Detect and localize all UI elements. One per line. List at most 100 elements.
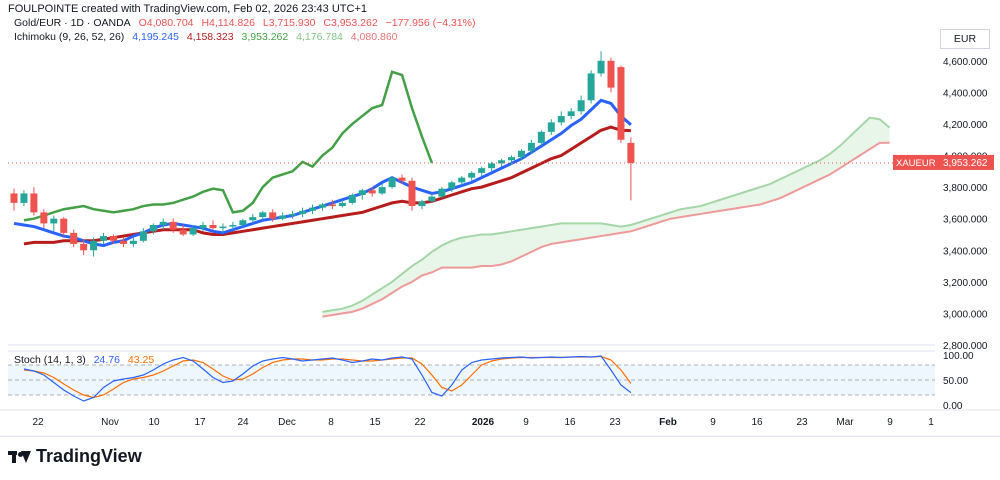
time-axis-label: 10 — [148, 417, 160, 428]
low-value: L3,715.930 — [262, 17, 316, 29]
candle — [547, 122, 555, 132]
time-axis-label: 24 — [237, 417, 249, 428]
candle — [119, 240, 127, 244]
candle — [617, 67, 625, 140]
price-axis-label: 4,200.000 — [943, 120, 988, 131]
change-value: −177.956 (−4.31%) — [385, 17, 476, 29]
candle — [289, 213, 297, 216]
stoch-d-value: 43.25 — [127, 354, 155, 366]
candle — [60, 218, 68, 233]
candle — [30, 193, 38, 213]
footer-divider — [0, 436, 1000, 437]
ichimoku-span-b-value: 4,080.860 — [350, 31, 398, 43]
candle — [318, 204, 326, 208]
candle — [398, 177, 406, 181]
time-axis-label: 23 — [609, 417, 621, 428]
candle — [149, 225, 157, 232]
time-axis-label: 22 — [32, 417, 44, 428]
brand-name: TradingView — [36, 446, 142, 466]
candle — [80, 243, 88, 251]
ichimoku-tenkan-value: 4,195.245 — [132, 31, 179, 43]
tradingview-logo-icon — [8, 450, 31, 464]
candle — [129, 240, 137, 244]
price-tag-text: 3,953.262 — [943, 158, 988, 169]
candle — [249, 217, 257, 221]
time-axis-label: Dec — [278, 417, 296, 428]
time-axis-label: 15 — [369, 417, 381, 428]
time-axis-label: 23 — [796, 417, 808, 428]
candle — [498, 160, 506, 164]
candle — [428, 196, 436, 202]
candle — [189, 228, 197, 235]
stoch-axis-label: 0.00 — [943, 401, 963, 412]
high-value: H4,114.826 — [201, 17, 255, 29]
chart-title: FOULPOINTE created with TradingView.com,… — [8, 3, 367, 15]
chart-canvas[interactable]: 2,800.000 3,000.000 3,200.000 3,400.000 3,60… — [0, 0, 1000, 440]
candle — [179, 229, 187, 235]
tenkan-sen-line — [13, 98, 632, 248]
time-axis-label: 22 — [414, 417, 426, 428]
senkou-span-a-line — [322, 116, 891, 313]
time-axis-label: 16 — [564, 417, 576, 428]
candle — [199, 225, 207, 229]
currency-selector[interactable]: EUR — [940, 29, 990, 49]
candle — [527, 142, 535, 151]
candle — [90, 240, 98, 251]
time-axis-label: Nov — [101, 417, 119, 428]
price-axis-label: 3,200.000 — [943, 278, 988, 289]
stoch-axis-label: 100.00 — [943, 351, 974, 362]
candle — [607, 60, 615, 88]
candle — [448, 182, 456, 189]
candle — [488, 163, 496, 169]
kijun-sen-line — [23, 125, 631, 246]
time-axis-label: 16 — [751, 417, 763, 428]
candle — [309, 207, 316, 211]
candle — [388, 177, 396, 188]
candle — [537, 131, 545, 143]
price-axis-label: 3,400.000 — [943, 246, 988, 257]
time-axis-label: 1 — [928, 417, 934, 428]
ichimoku-legend: Ichimoku (9, 26, 52, 26) 4,195.245 4,158… — [14, 31, 403, 43]
candle — [328, 204, 336, 207]
candle — [269, 212, 277, 219]
ichimoku-span-a-value: 4,176.784 — [296, 31, 343, 43]
candle — [627, 142, 635, 163]
candle — [239, 220, 247, 225]
candle — [378, 187, 386, 194]
stoch-label[interactable]: Stoch (14, 1, 3) — [14, 354, 86, 366]
candle — [458, 177, 466, 183]
senkou-span-b-line — [322, 141, 890, 318]
candle — [557, 116, 565, 123]
stoch-legend: Stoch (14, 1, 3) 24.76 43.25 — [14, 354, 159, 366]
symbol-label[interactable]: Gold/EUR · 1D · OANDA — [14, 17, 131, 29]
price-axis-label: 3,000.000 — [943, 309, 988, 320]
price-axis-label: 2,800.000 — [943, 341, 988, 352]
candle — [478, 168, 486, 173]
ichimoku-label[interactable]: Ichimoku (9, 26, 52, 26) — [14, 31, 125, 43]
candle — [358, 190, 366, 195]
candle — [468, 172, 476, 178]
candle — [139, 231, 147, 241]
candle — [50, 218, 58, 224]
stoch-k-value: 24.76 — [93, 354, 120, 366]
candle — [10, 193, 18, 203]
close-value: C3,953.262 — [323, 17, 378, 29]
time-axis-label: 9 — [523, 417, 529, 428]
price-axis-label: 4,400.000 — [943, 88, 988, 99]
time-axis-label: 9 — [710, 417, 716, 428]
candle — [368, 190, 376, 194]
candle — [517, 150, 525, 158]
candle — [40, 212, 48, 224]
candle — [408, 180, 416, 207]
candle — [279, 215, 287, 219]
tradingview-logo[interactable]: TradingView — [8, 446, 142, 467]
candle — [219, 226, 227, 229]
stoch-k-line — [23, 355, 632, 402]
price-tag — [940, 154, 994, 170]
candle — [259, 212, 267, 218]
time-axis-label: 17 — [194, 417, 206, 428]
candle — [100, 236, 108, 241]
candle — [110, 236, 117, 241]
symbol-tag-text: XAUEUR — [896, 158, 936, 169]
price-legend: Gold/EUR · 1D · OANDA O4,080.704 H4,114.… — [14, 17, 480, 29]
